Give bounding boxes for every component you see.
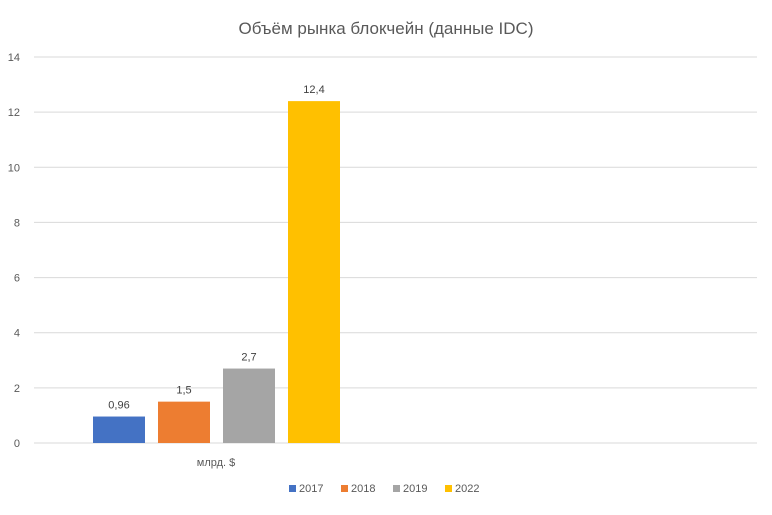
y-tick-label: 4: [14, 328, 20, 340]
bar-2022: [288, 101, 340, 443]
legend-swatch-2022: [445, 485, 452, 492]
data-label-2017: 0,96: [108, 400, 129, 412]
category-label: млрд. $: [197, 457, 236, 469]
y-tick-label: 8: [14, 217, 20, 229]
legend-swatch-2017: [289, 485, 296, 492]
legend: 2017 2018 2019 2022: [289, 483, 479, 495]
y-tick-label: 12: [8, 107, 20, 119]
chart-title: Объём рынка блокчейн (данные IDC): [239, 19, 534, 38]
data-labels: 0,96 1,5 2,7 12,4: [108, 84, 324, 411]
y-axis-ticks: 0 2 4 6 8 10 12 14: [8, 52, 20, 450]
bar-2018: [158, 401, 210, 443]
data-label-2018: 1,5: [176, 385, 191, 397]
y-tick-label: 2: [14, 383, 20, 395]
bar-2019: [223, 368, 275, 443]
legend-swatch-2018: [341, 485, 348, 492]
y-tick-label: 10: [8, 162, 20, 174]
legend-label-2017: 2017: [299, 483, 323, 495]
bar-2017: [93, 416, 145, 443]
legend-label-2022: 2022: [455, 483, 479, 495]
legend-label-2019: 2019: [403, 483, 427, 495]
y-tick-label: 14: [8, 52, 20, 64]
y-tick-label: 6: [14, 273, 20, 285]
bars: [93, 101, 340, 443]
gridlines: [34, 56, 757, 444]
y-tick-label: 0: [14, 438, 20, 450]
data-label-2022: 12,4: [303, 84, 324, 96]
legend-swatch-2019: [393, 485, 400, 492]
data-label-2019: 2,7: [241, 352, 256, 364]
legend-label-2018: 2018: [351, 483, 375, 495]
